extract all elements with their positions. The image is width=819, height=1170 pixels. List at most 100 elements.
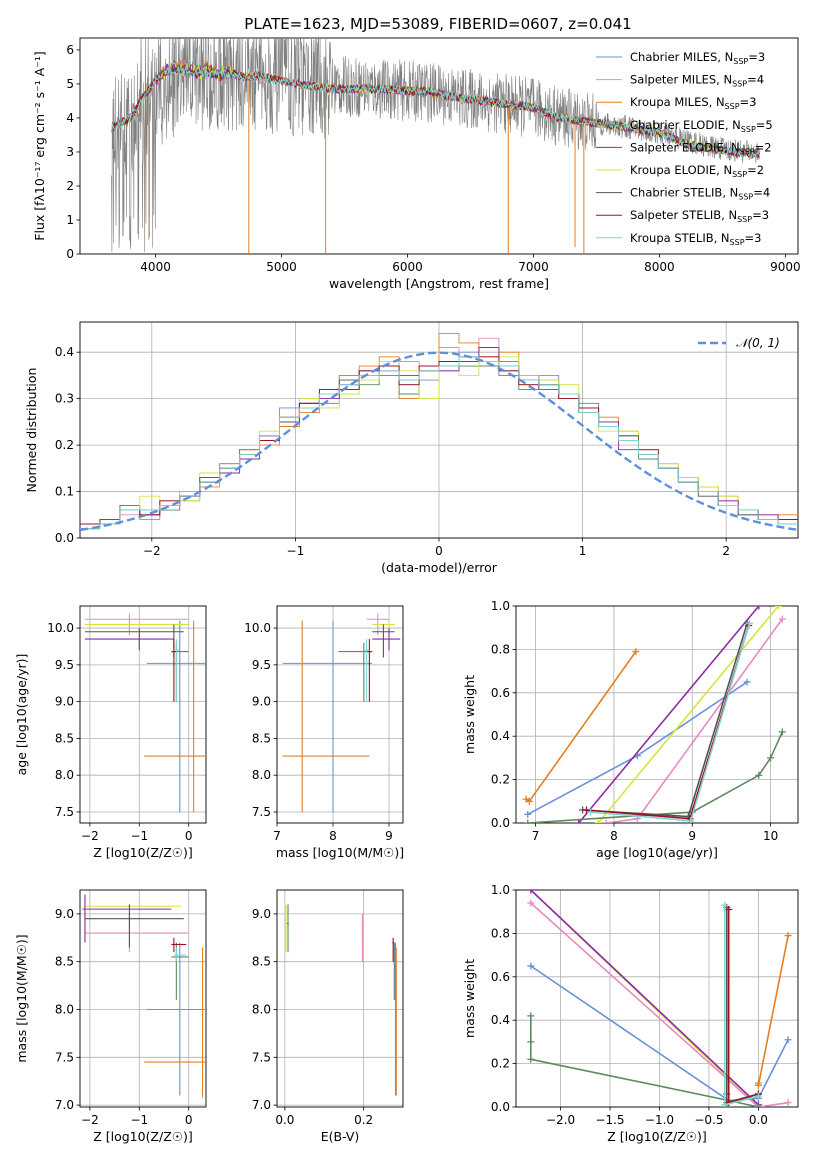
y-tick-label: 6 xyxy=(66,43,74,57)
y-tick-label: 0.3 xyxy=(55,392,74,406)
figure-title: PLATE=1623, MJD=53089, FIBERID=0607, z=0… xyxy=(244,15,631,33)
legend-label: Salpeter ELODIE, NSSP=2 xyxy=(630,140,772,156)
y-axis-label: mass weight xyxy=(462,675,477,754)
axes-frame xyxy=(276,605,404,824)
x-axis-label: Z [log10(Z/Z☉)] xyxy=(607,1129,707,1144)
axes-z_vs_massweight: −2.0 −1.5 −1.0 −0.5 0.0 0.0 0.2 0.4 0.6 0.8 1.0 Z [… xyxy=(462,883,799,1144)
legend-label-text: Kroupa ELODIE, N xyxy=(630,163,732,177)
x-tick-label: 7 xyxy=(273,829,281,843)
y-tick-label: 0.4 xyxy=(491,729,510,743)
legend-label-text: Salpeter STELIB, N xyxy=(630,208,737,222)
weight-marker xyxy=(745,619,753,627)
x-tick-label: 6000 xyxy=(392,260,423,274)
x-axis-label: E(B-V) xyxy=(321,1129,360,1144)
y-tick-label: 10.0 xyxy=(47,621,74,635)
weight-marker xyxy=(527,899,535,907)
legend-label-sub: SSP xyxy=(725,102,740,111)
axes-spectrum: 4000 5000 6000 7000 8000 9000 0 1 2 3 4 5 6 wavelengt… xyxy=(32,37,801,291)
y-axis-label: Flux [fλ10⁻¹⁷ erg cm⁻² s⁻¹ A⁻¹] xyxy=(32,51,47,240)
y-tick-label: 9.5 xyxy=(252,658,271,672)
x-tick-label: 8 xyxy=(610,829,618,843)
weight-line xyxy=(597,606,780,823)
legend-label-sub: SSP xyxy=(733,57,748,66)
weight-marker xyxy=(754,1092,762,1100)
y-tick-label: 0.2 xyxy=(491,1057,510,1071)
legend-label: Chabrier ELODIE, NSSP=5 xyxy=(630,118,773,134)
legend-label: Kroupa STELIB, NSSP=3 xyxy=(630,231,761,247)
weight-marker xyxy=(602,819,610,823)
spectrum-data-line xyxy=(111,38,761,253)
legend-label-tail: =4 xyxy=(747,73,764,87)
legend-label-tail: =2 xyxy=(755,140,772,154)
axes-mass_vs_age: 7 8 9 7.5 8.0 8.5 9.0 9.5 10.0 mass [log10(M/M☉)] xyxy=(244,605,404,860)
axes-frame xyxy=(515,889,799,1108)
legend-label: Kroupa MILES, NSSP=3 xyxy=(630,95,756,111)
weight-marker xyxy=(583,806,590,814)
weight-line xyxy=(530,890,759,1106)
x-tick-label: 8000 xyxy=(644,260,675,274)
x-axis-label: Z [log10(Z/Z☉)] xyxy=(93,845,193,860)
axes-z_vs_mass: −2 −1 0 7.0 7.5 8.0 8.5 9.0 Z [log10(Z/Z☉)] mass … xyxy=(14,889,207,1144)
legend-label-tail: =5 xyxy=(756,118,773,132)
x-tick-label: 1 xyxy=(579,544,587,558)
weight-marker xyxy=(784,1036,792,1044)
x-axis-label: Z [log10(Z/Z☉)] xyxy=(93,1129,193,1144)
legend-label-text: Chabrier STELIB, N xyxy=(630,186,738,200)
x-tick-label: 4000 xyxy=(140,260,171,274)
normal-curve xyxy=(80,351,798,532)
legend-label-sub: SSP xyxy=(732,170,747,179)
weight-marker xyxy=(527,962,535,970)
axes-ebv_vs_mass: 0.0 0.2 7.0 7.5 8.0 8.5 9.0 E(B-V) xyxy=(252,889,404,1144)
legend-label-sub: SSP xyxy=(730,238,745,247)
weight-marker xyxy=(784,932,792,940)
weight-marker xyxy=(755,771,763,779)
y-tick-label: 9.0 xyxy=(55,907,74,921)
weight-marker xyxy=(767,754,775,762)
histogram-step xyxy=(80,356,798,530)
spectrum-legend: Chabrier MILES, NSSP=3 Salpeter MILES, NS… xyxy=(596,50,773,247)
x-tick-label: 5000 xyxy=(266,260,297,274)
legend-label-text: Kroupa STELIB, N xyxy=(630,231,730,245)
y-tick-label: 0.8 xyxy=(491,926,510,940)
legend-label: Salpeter MILES, NSSP=4 xyxy=(630,73,764,89)
y-tick-label: 8.0 xyxy=(252,768,271,782)
legend-label-sub: SSP xyxy=(738,193,753,202)
legend-label-tail: =4 xyxy=(753,186,770,200)
weight-line xyxy=(578,606,760,823)
legend-label: Chabrier MILES, NSSP=3 xyxy=(630,50,765,66)
x-tick-label: −1.5 xyxy=(595,1113,624,1127)
y-tick-label: 0.4 xyxy=(491,1013,510,1027)
legend-label-text: Chabrier ELODIE, N xyxy=(630,118,741,132)
weight-line xyxy=(727,909,759,1104)
x-tick-label: 0 xyxy=(185,829,193,843)
weight-line xyxy=(530,902,789,1107)
y-tick-label: 7.5 xyxy=(55,1050,74,1064)
axes-residual_histogram: −2 −1 0 1 2 0.0 0.1 0.2 0.3 0.4 (data-model)/error… xyxy=(24,321,799,575)
x-tick-label: −1 xyxy=(130,1113,148,1127)
x-axis-label: wavelength [Angstrom, rest frame] xyxy=(329,276,549,291)
y-tick-label: 0.0 xyxy=(55,531,74,545)
weight-marker xyxy=(632,648,640,656)
spectrum-plot xyxy=(111,38,761,254)
weight-marker xyxy=(586,808,594,816)
histogram-plot xyxy=(80,333,798,532)
x-axis-label: mass [log10(M/M☉)] xyxy=(276,845,404,860)
weight-line xyxy=(525,651,637,803)
legend-label: Chabrier STELIB, NSSP=4 xyxy=(630,186,770,202)
weight-marker xyxy=(774,606,782,610)
y-tick-label: 8.5 xyxy=(252,955,271,969)
y-axis-label: mass [log10(M/M☉)] xyxy=(14,934,29,1062)
ebv_vs_mass-plot xyxy=(284,904,397,1096)
weight-marker xyxy=(524,819,532,823)
legend-label-sub: SSP xyxy=(740,147,755,156)
legend-label-tail: =2 xyxy=(747,163,764,177)
legend-label: Salpeter STELIB, NSSP=3 xyxy=(630,208,769,224)
y-tick-label: 1.0 xyxy=(491,599,510,613)
weight-marker xyxy=(575,819,583,823)
axes-frame xyxy=(79,321,799,539)
y-axis-label: age [log10(age/yr)] xyxy=(14,654,29,776)
spectrum-model-line xyxy=(111,61,760,159)
legend-label-text: Chabrier MILES, N xyxy=(630,50,733,64)
weight-marker xyxy=(687,817,695,823)
